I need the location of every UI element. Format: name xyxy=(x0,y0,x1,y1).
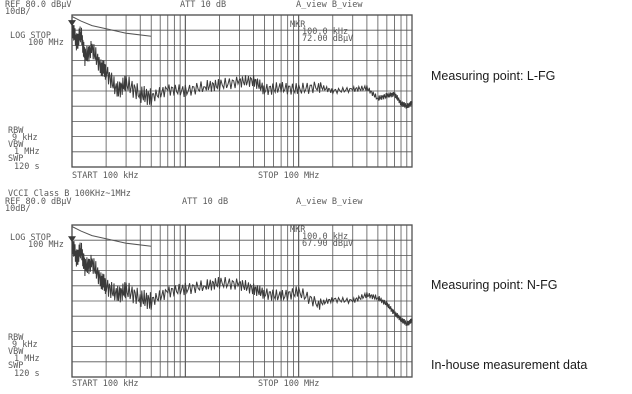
header-text: REF 80.0 dBµV xyxy=(5,0,72,10)
marker-readout: 100.0 kHz xyxy=(302,27,348,37)
emission-trace xyxy=(71,21,413,109)
emission-trace xyxy=(71,237,413,327)
settings-label: 9 kHz xyxy=(12,133,38,143)
settings-label: 120 s xyxy=(14,369,40,379)
settings-label: LOG STOP xyxy=(10,31,51,41)
settings-label: SWP xyxy=(8,361,23,371)
header-text: A_view B_view xyxy=(296,0,363,10)
settings-label: 100 MHz xyxy=(28,240,64,250)
caption-source: In-house measurement data xyxy=(431,358,588,372)
settings-label: RBW xyxy=(8,333,24,343)
settings-label: 120 s xyxy=(14,162,40,172)
settings-label: 100 MHz xyxy=(28,38,64,48)
settings-label: VBW xyxy=(8,140,24,150)
marker-triangle xyxy=(68,236,76,243)
header-text: 10dB/ xyxy=(5,204,31,214)
marker-readout: MKR xyxy=(290,20,306,30)
marker-readout: 100.0 kHz xyxy=(302,232,348,242)
caption-n-fg: Measuring point: N-FG xyxy=(431,278,558,292)
settings-label: RBW xyxy=(8,126,24,136)
marker-triangle xyxy=(68,20,76,27)
settings-label: VBW xyxy=(8,347,24,357)
caption-l-fg: Measuring point: L-FG xyxy=(431,69,556,83)
limit-line xyxy=(71,226,152,247)
footer-start: START 100 kHz xyxy=(72,379,139,389)
settings-label: SWP xyxy=(8,154,23,164)
marker-readout: 72.00 dBµV xyxy=(302,34,353,44)
header-text: REF 80.0 dBµV xyxy=(5,197,72,207)
footer-start: START 100 kHz xyxy=(72,171,139,181)
marker-readout: 67.90 dBµV xyxy=(302,239,353,249)
header-text: A_view B_view xyxy=(296,197,363,207)
settings-label: 9 kHz xyxy=(12,340,38,350)
header-text: VCCI Class B 100KHz~1MHz xyxy=(8,189,131,199)
settings-label: LOG STOP xyxy=(10,233,51,243)
footer-stop: STOP 100 MHz xyxy=(258,171,319,181)
footer-stop: STOP 100 MHz xyxy=(258,379,319,389)
marker-readout: MKR xyxy=(290,225,306,235)
header-text: ATT 10 dB xyxy=(182,197,228,207)
settings-label: 1 MHz xyxy=(14,147,40,157)
limit-line xyxy=(71,16,152,37)
settings-label: 1 MHz xyxy=(14,354,40,364)
header-text: ATT 10 dB xyxy=(180,0,226,10)
header-text: 10dB/ xyxy=(5,7,31,17)
